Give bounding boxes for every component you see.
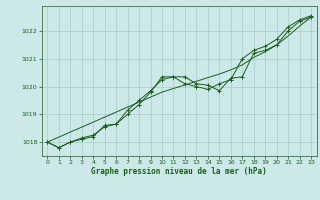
X-axis label: Graphe pression niveau de la mer (hPa): Graphe pression niveau de la mer (hPa)	[91, 167, 267, 176]
